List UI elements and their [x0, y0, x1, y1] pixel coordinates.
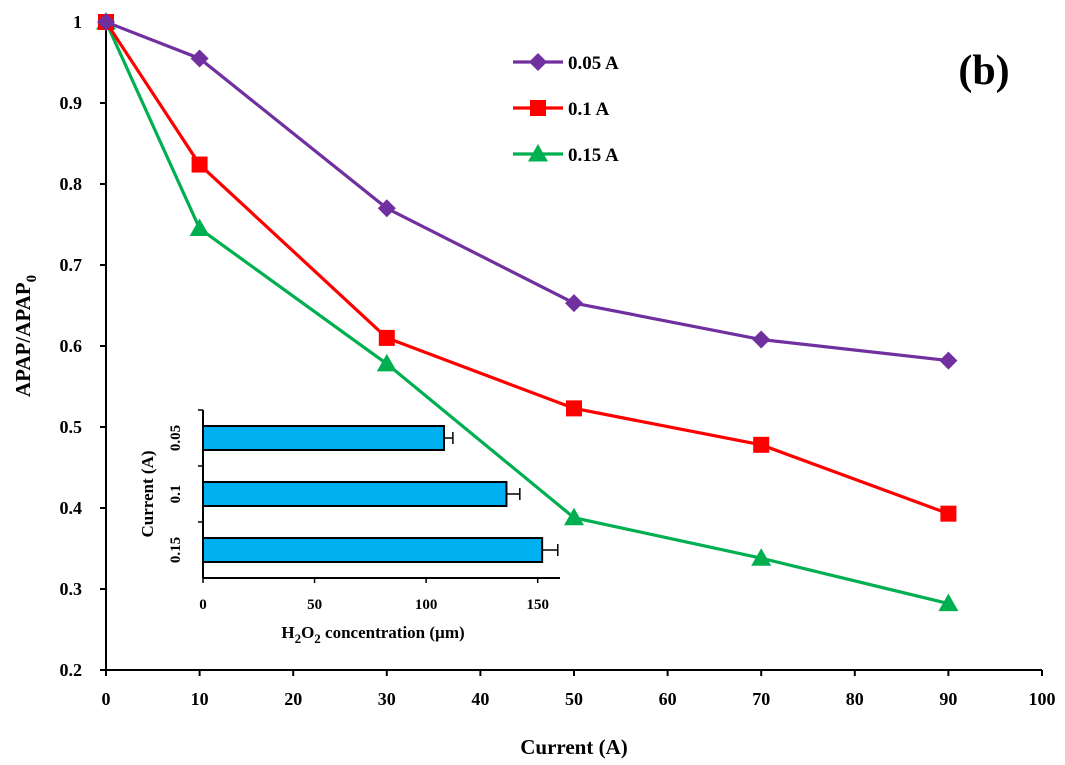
x-tick-label: 50	[565, 689, 583, 709]
legend-marker	[529, 53, 547, 71]
data-point	[97, 13, 115, 31]
y-tick-label: 0.4	[60, 498, 83, 518]
inset-y-axis-title: Current (A)	[138, 450, 157, 537]
y-tick-label: 0.8	[60, 174, 83, 194]
data-point	[753, 436, 770, 453]
legend-label: 0.05 A	[568, 53, 619, 74]
x-tick-label: 30	[378, 689, 396, 709]
data-point	[378, 329, 395, 346]
inset-x-tick-label: 100	[415, 597, 438, 613]
x-tick-label: 100	[1029, 689, 1056, 709]
data-point	[377, 199, 396, 218]
legend-label: 0.1 A	[568, 99, 609, 120]
legend-marker	[530, 100, 546, 116]
inset-y-tick-label: 0.05	[168, 425, 184, 451]
inset-bar	[202, 537, 544, 563]
x-tick-label: 20	[284, 689, 302, 709]
y-tick-label: 0.2	[60, 660, 83, 680]
inset-x-axis-title: H2O2 concentration (µm)	[281, 623, 464, 646]
x-tick-label: 10	[191, 689, 209, 709]
legend-label: 0.15 A	[568, 145, 619, 166]
x-tick-label: 80	[846, 689, 864, 709]
panel-label: (b)	[958, 48, 1009, 94]
inset-x-tick-label: 0	[199, 597, 207, 613]
x-tick-label: 70	[752, 689, 770, 709]
y-tick-label: 0.3	[60, 579, 83, 599]
x-tick-label: 0	[102, 689, 111, 709]
data-point	[940, 505, 957, 522]
data-point	[566, 400, 582, 417]
x-tick-label: 40	[471, 689, 489, 709]
inset-bar	[202, 425, 445, 451]
y-tick-label: 1	[73, 12, 82, 32]
data-point	[376, 353, 397, 372]
y-axis-title: APAP/APAP0	[11, 275, 40, 397]
data-point	[190, 49, 209, 68]
main-plot: 0.20.30.40.50.60.70.80.910 10 20 30 40 50 60 70…	[11, 12, 1056, 759]
inset-plot: 0 50 100 150 0.05 0.1 0.15 Current (A) H2O2 conc…	[138, 409, 560, 646]
y-tick-label: 0.9	[60, 93, 83, 113]
x-tick-label: 90	[939, 689, 957, 709]
series-0.15-A	[96, 12, 959, 612]
data-point	[751, 548, 772, 566]
inset-x-tick-label: 150	[526, 597, 549, 613]
inset-x-tick-label: 50	[307, 597, 322, 613]
data-point	[938, 593, 959, 612]
data-point	[191, 156, 208, 173]
y-tick-label: 0.6	[60, 336, 83, 356]
inset-y-tick-label: 0.15	[168, 537, 184, 563]
data-point	[752, 330, 771, 349]
series-line	[104, 21, 949, 516]
x-axis-title: Current (A)	[520, 735, 628, 759]
y-tick-label: 0.7	[60, 255, 83, 275]
series-0.05-A	[97, 13, 958, 370]
series-line	[104, 21, 949, 606]
y-tick-label: 0.5	[60, 417, 83, 437]
legend-marker	[528, 144, 548, 162]
data-point	[565, 294, 583, 313]
series-line	[105, 20, 949, 363]
data-point	[939, 351, 958, 370]
data-point	[564, 507, 584, 526]
x-tick-label: 60	[659, 689, 677, 709]
legend: 0.05 A 0.1 A 0.15 A	[513, 53, 619, 166]
inset-y-tick-label: 0.1	[168, 485, 184, 504]
data-point	[189, 218, 210, 237]
inset-bar	[202, 481, 508, 507]
